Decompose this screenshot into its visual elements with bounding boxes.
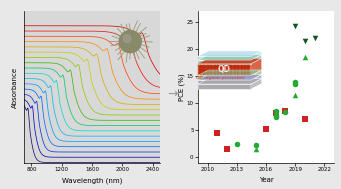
Point xyxy=(214,131,220,134)
Point xyxy=(302,118,308,121)
Point xyxy=(273,112,279,115)
Point xyxy=(273,109,279,112)
Point xyxy=(273,111,279,114)
Y-axis label: Absorbance: Absorbance xyxy=(12,66,18,108)
Point xyxy=(273,114,279,117)
Point xyxy=(253,144,259,147)
Y-axis label: PCE (%): PCE (%) xyxy=(179,73,185,101)
Point xyxy=(293,94,298,97)
Point xyxy=(293,25,298,28)
Point xyxy=(263,128,269,131)
Point xyxy=(293,83,298,86)
Point xyxy=(293,80,298,83)
X-axis label: Year: Year xyxy=(258,177,273,183)
Point xyxy=(302,40,308,43)
Point xyxy=(273,115,279,118)
Point xyxy=(253,148,259,151)
Point xyxy=(234,142,239,145)
Text: →: → xyxy=(167,88,177,101)
Point xyxy=(224,148,230,151)
Point xyxy=(302,56,308,59)
X-axis label: Wavelength (nm): Wavelength (nm) xyxy=(62,177,122,184)
Point xyxy=(283,109,288,112)
Point xyxy=(312,37,317,40)
Point xyxy=(283,110,288,113)
